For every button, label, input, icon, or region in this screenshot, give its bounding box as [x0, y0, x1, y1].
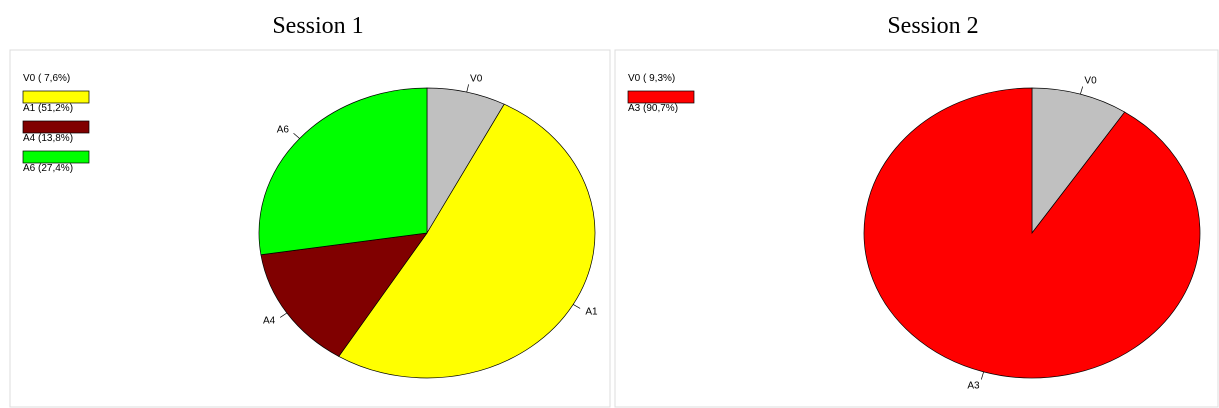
slice-label: A3 — [967, 380, 980, 391]
slice-label: V0 — [470, 74, 483, 85]
slice-label: A4 — [263, 316, 276, 327]
legend-swatch — [22, 90, 90, 104]
legend-swatch — [22, 150, 90, 164]
leader-line — [293, 133, 300, 139]
legend-label: A4 (13,8%) — [23, 133, 73, 144]
chart-title: Session 1 — [272, 13, 363, 39]
pie-slice — [258, 87, 428, 256]
leader-line — [573, 304, 581, 309]
slice-label: A6 — [277, 124, 290, 135]
legend-label: A6 (27,4%) — [23, 163, 73, 174]
leader-line — [466, 84, 469, 93]
slice-label: V0 — [1084, 76, 1097, 87]
legend-label: A1 (51,2%) — [23, 103, 73, 114]
chart-title: Session 2 — [887, 13, 978, 39]
leader-line — [280, 312, 288, 318]
legend-label: V0 ( 9,3%) — [628, 73, 675, 84]
pie-slice — [338, 103, 596, 379]
legend-label: A3 (90,7%) — [628, 103, 678, 114]
legend-swatch — [627, 90, 695, 104]
pie-slice — [863, 87, 1201, 379]
leader-line — [980, 371, 984, 380]
leader-line — [1080, 86, 1084, 95]
legend-swatch — [22, 120, 90, 134]
slice-label: A1 — [585, 306, 598, 317]
legend-label: V0 ( 7,6%) — [23, 73, 70, 84]
